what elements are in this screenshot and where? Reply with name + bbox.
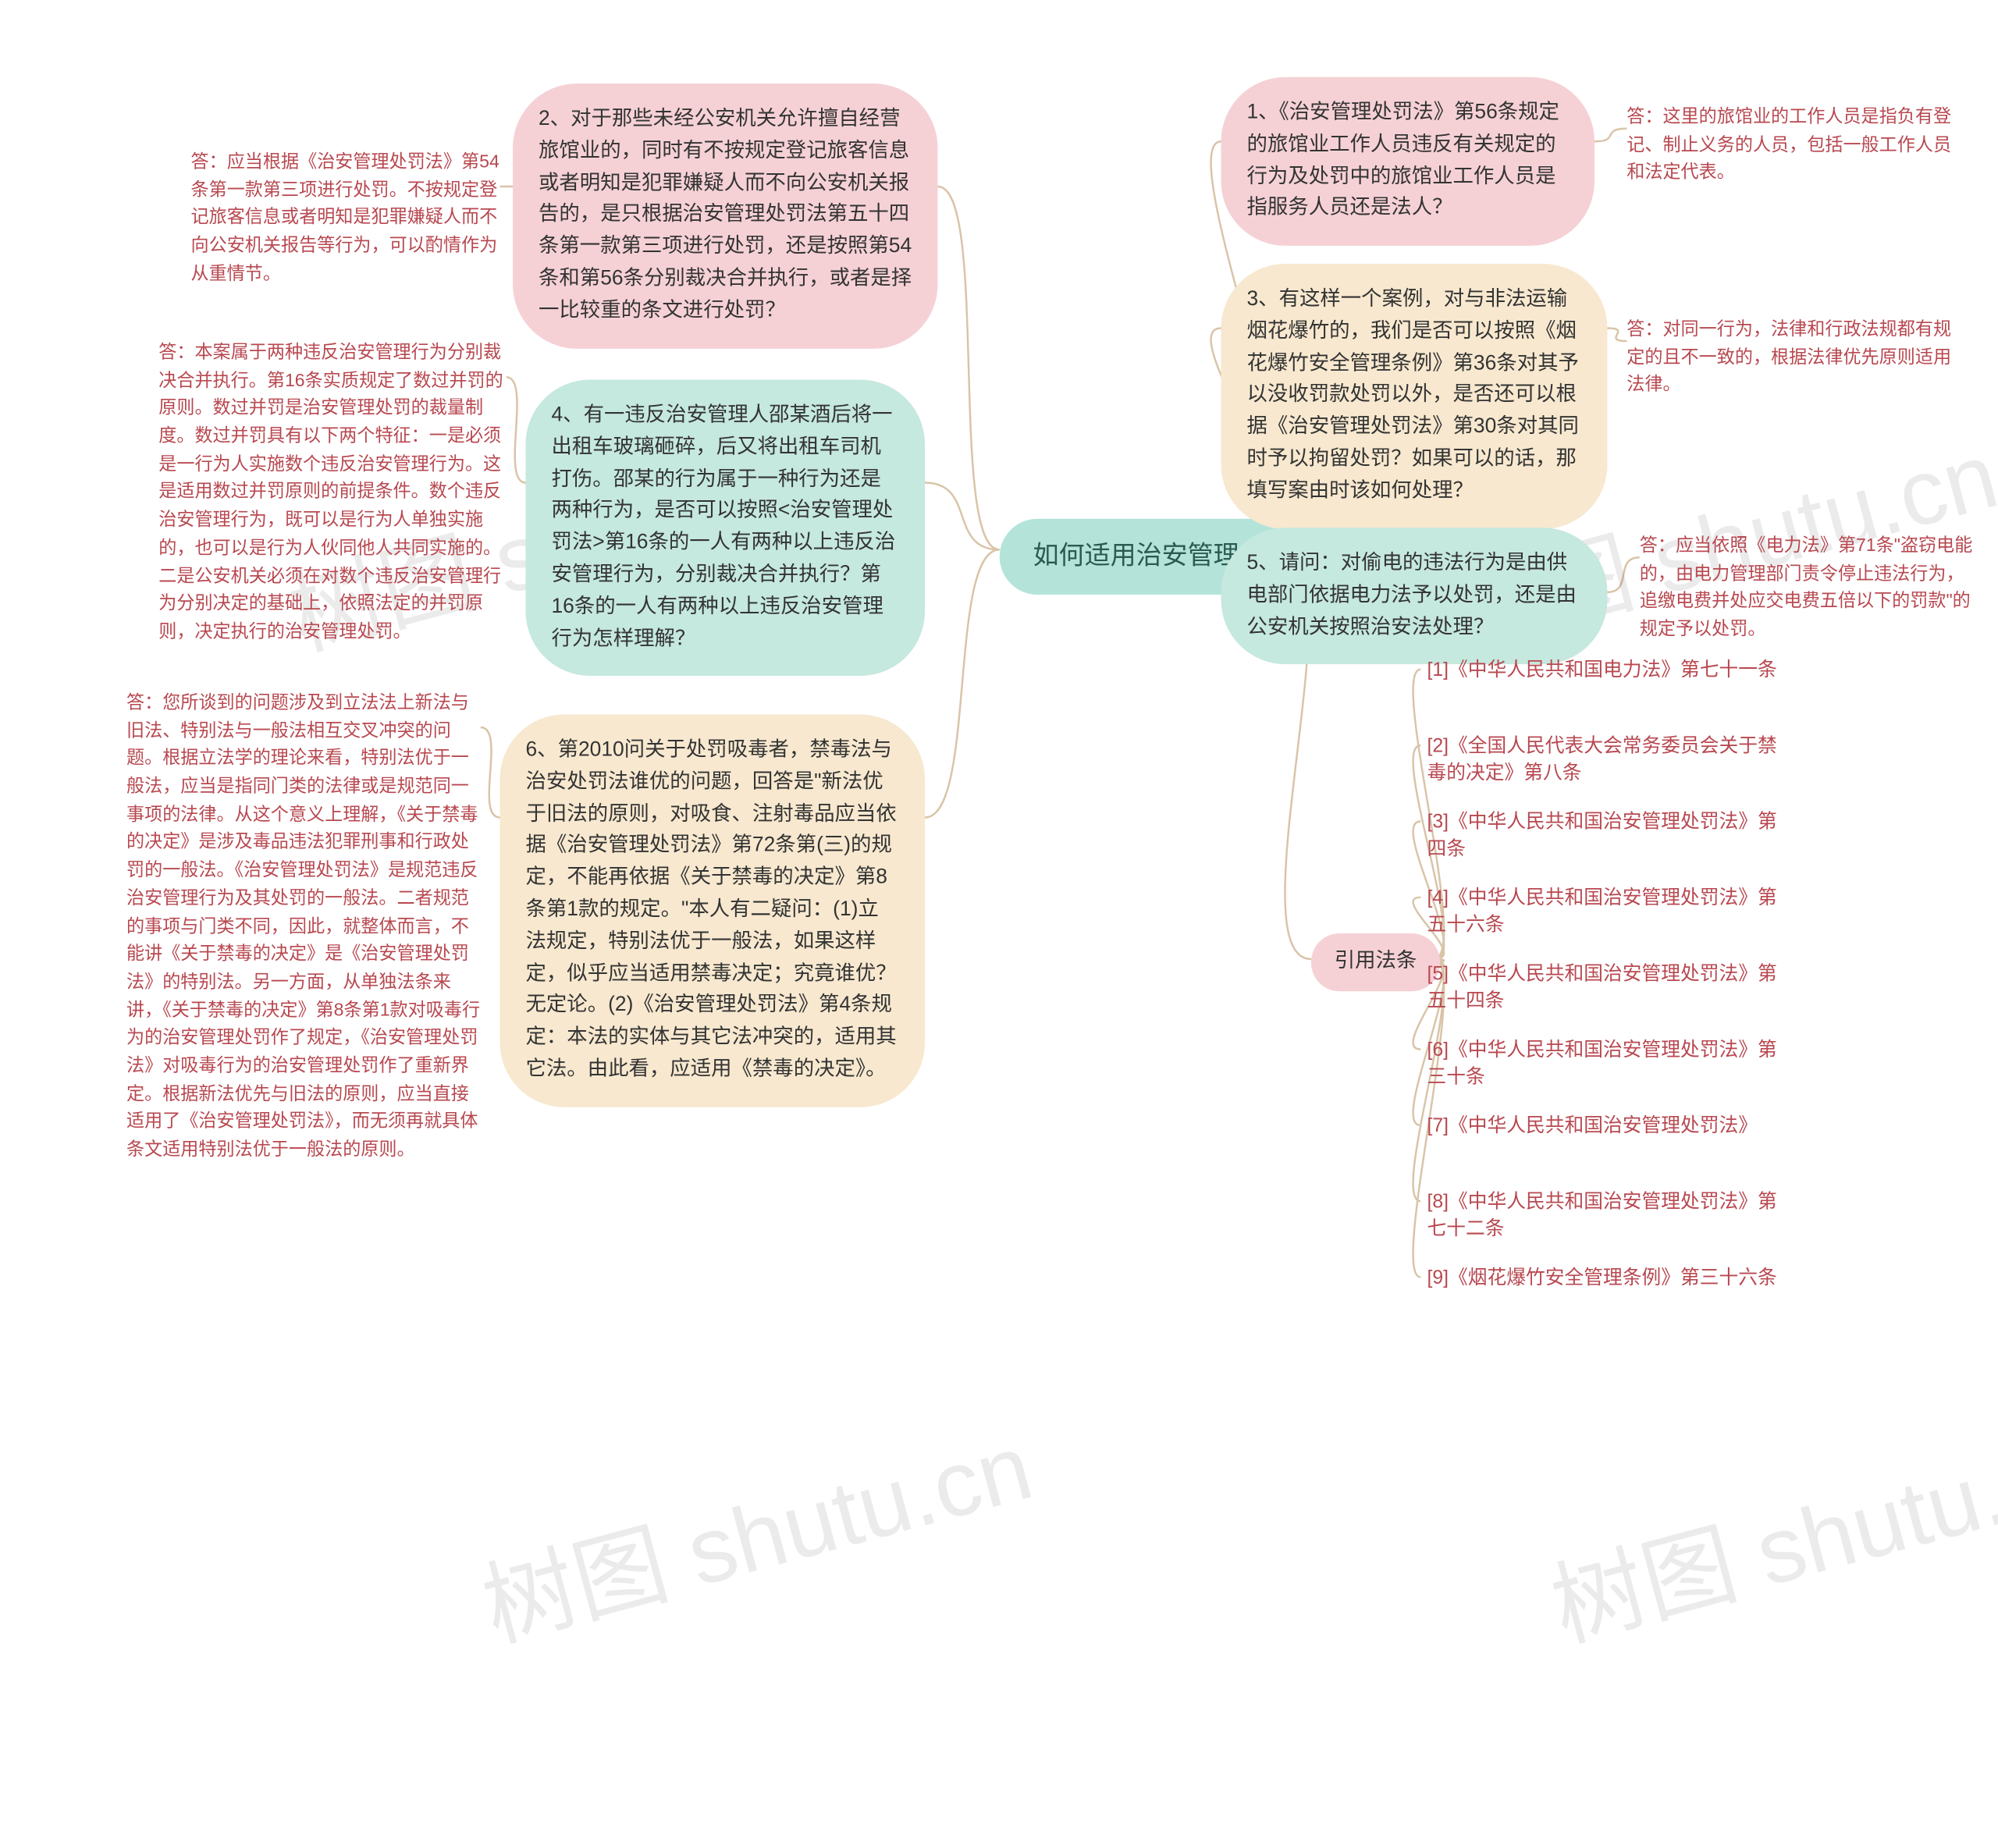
answer-q2: 答：应当根据《治安管理处罚法》第54条第一款第三项进行处罚。不按规定登记旅客信息…	[191, 148, 500, 288]
question-node-q5: 5、请问：对偷电的违法行为是由供电部门依据电力法予以处罚，还是由公安机关按照治安…	[1221, 528, 1608, 665]
answer-q5: 答：应当依照《电力法》第71条"盗窃电能的，由电力管理部门责令停止违法行为，追缴…	[1640, 531, 1975, 643]
citation-item-2: [2]《全国人民代表大会常务委员会关于禁毒的决定》第八条	[1427, 733, 1788, 787]
question-node-q3: 3、有这样一个案例，对与非法运输烟花爆竹的，我们是否可以按照《烟花爆竹安全管理条…	[1221, 264, 1608, 528]
citation-item-8: [8]《中华人民共和国治安管理处罚法》第七十二条	[1427, 1189, 1788, 1242]
question-node-q2: 2、对于那些未经公安机关允许擅自经营旅馆业的，同时有不按规定登记旅客信息或者明知…	[513, 84, 938, 348]
question-node-q6: 6、第2010问关于处罚吸毒者，禁毒法与治安处罚法谁优的问题，回答是"新法优于旧…	[500, 715, 926, 1107]
citation-item-7: [7]《中华人民共和国治安管理处罚法》	[1427, 1112, 1788, 1139]
watermark-3: 树图 shutu.cn	[1535, 1391, 1998, 1667]
citation-item-9: [9]《烟花爆竹安全管理条例》第三十六条	[1427, 1264, 1788, 1292]
citation-item-3: [3]《中华人民共和国治安管理处罚法》第四条	[1427, 808, 1788, 862]
answer-q3: 答：对同一行为，法律和行政法规都有规定的且不一致的，根据法律优先原则适用法律。	[1626, 315, 1961, 399]
answer-q6: 答：您所谈到的问题涉及到立法法上新法与旧法、特别法与一般法相互交叉冲突的问题。根…	[126, 689, 481, 1164]
answer-q1: 答：这里的旅馆业的工作人员是指负有登记、制止义务的人员，包括一般工作人员和法定代…	[1626, 103, 1961, 187]
citation-item-5: [5]《中华人民共和国治安管理处罚法》第五十四条	[1427, 961, 1788, 1015]
citations-label: 引用法条	[1311, 933, 1440, 991]
citation-item-4: [4]《中华人民共和国治安管理处罚法》第五十六条	[1427, 884, 1788, 938]
question-node-q1: 1、《治安管理处罚法》第56条规定的旅馆业工作人员违反有关规定的行为及处罚中的旅…	[1221, 77, 1595, 246]
watermark-2: 树图 shutu.cn	[466, 1391, 1043, 1667]
question-node-q4: 4、有一违反治安管理人邵某酒后将一出租车玻璃砸碎，后又将出租车司机打伤。邵某的行…	[526, 380, 926, 677]
answer-q4: 答：本案属于两种违反治安管理行为分别裁决合并执行。第16条实质规定了数过并罚的原…	[158, 339, 507, 646]
citation-item-1: [1]《中华人民共和国电力法》第七十一条	[1427, 656, 1788, 684]
citation-item-6: [6]《中华人民共和国治安管理处罚法》第三十条	[1427, 1036, 1788, 1090]
